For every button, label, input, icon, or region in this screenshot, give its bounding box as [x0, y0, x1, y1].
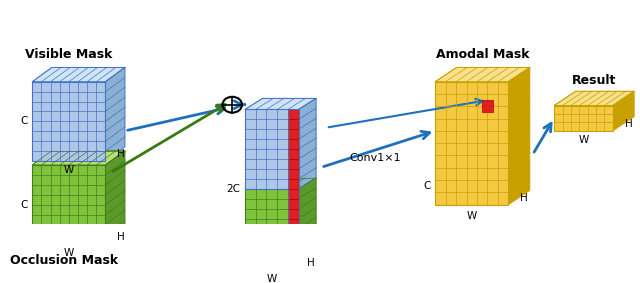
- Polygon shape: [299, 98, 316, 189]
- Text: C: C: [20, 200, 28, 210]
- Polygon shape: [32, 151, 125, 165]
- Text: W: W: [267, 275, 277, 283]
- Text: W: W: [467, 211, 477, 221]
- Polygon shape: [245, 178, 316, 189]
- FancyBboxPatch shape: [32, 82, 106, 161]
- Polygon shape: [612, 91, 634, 131]
- Text: H: H: [117, 149, 125, 159]
- Text: C: C: [423, 181, 430, 191]
- Text: C: C: [20, 116, 28, 127]
- FancyBboxPatch shape: [482, 100, 493, 112]
- FancyBboxPatch shape: [554, 106, 612, 131]
- Text: 2C: 2C: [226, 184, 240, 194]
- Polygon shape: [106, 67, 125, 161]
- Polygon shape: [508, 67, 530, 205]
- Text: H: H: [625, 119, 633, 129]
- Polygon shape: [435, 67, 530, 82]
- FancyBboxPatch shape: [288, 110, 299, 268]
- Text: Occlusion Mask: Occlusion Mask: [10, 254, 118, 267]
- Polygon shape: [245, 98, 316, 110]
- Polygon shape: [554, 91, 634, 106]
- FancyBboxPatch shape: [245, 110, 299, 189]
- Polygon shape: [106, 151, 125, 244]
- Text: H: H: [520, 192, 528, 203]
- FancyBboxPatch shape: [435, 82, 508, 205]
- Polygon shape: [299, 178, 316, 268]
- Polygon shape: [32, 67, 125, 82]
- Text: H: H: [117, 232, 125, 242]
- Text: Result: Result: [572, 74, 616, 87]
- FancyBboxPatch shape: [32, 165, 106, 244]
- FancyBboxPatch shape: [245, 189, 299, 268]
- Text: W: W: [64, 165, 74, 175]
- Text: W: W: [64, 248, 74, 258]
- Text: W: W: [579, 135, 589, 145]
- Text: Amodal Mask: Amodal Mask: [436, 48, 529, 61]
- Text: Visible Mask: Visible Mask: [25, 48, 113, 61]
- Text: Conv1×1: Conv1×1: [350, 153, 401, 163]
- Text: H: H: [307, 258, 315, 267]
